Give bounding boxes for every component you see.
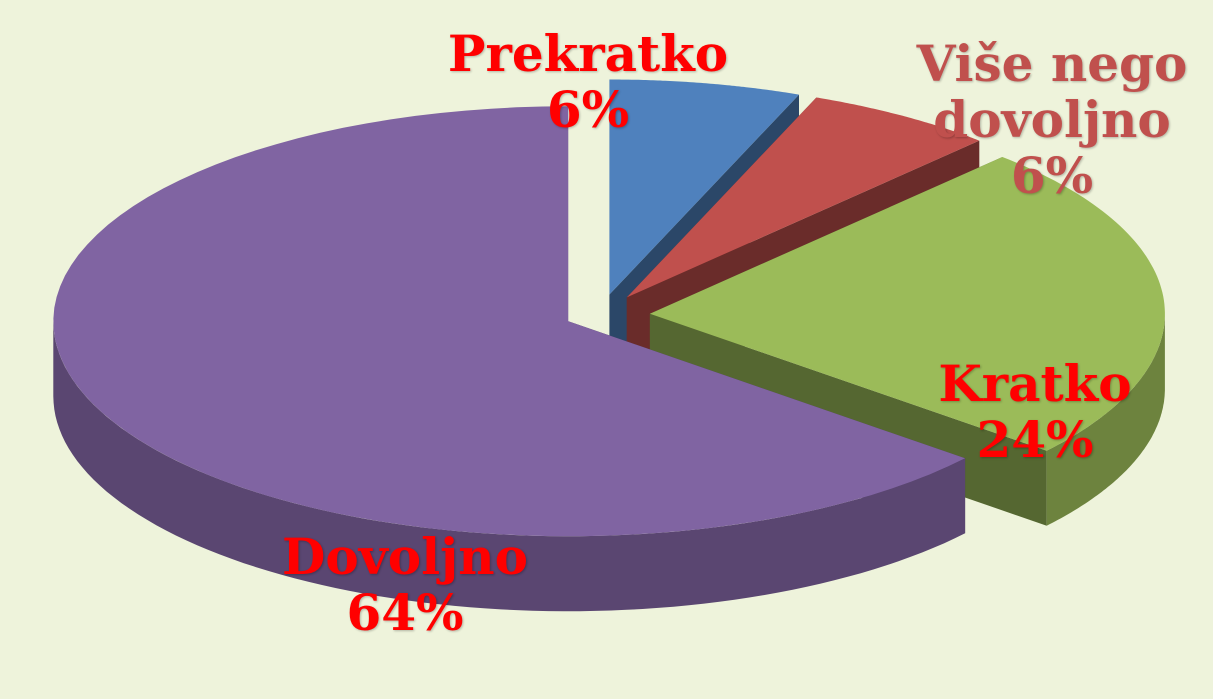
category-label: Dovoljno	[282, 527, 528, 586]
value-label: 6%	[546, 80, 630, 139]
category-label: Kratko	[938, 354, 1132, 413]
slice-wall	[53, 321, 966, 612]
data-label: Kratko 24%	[938, 356, 1131, 468]
slice	[53, 106, 966, 537]
value-label: 24%	[976, 410, 1094, 469]
slice	[649, 157, 1165, 451]
slice-wall	[1046, 313, 1165, 526]
slice	[609, 79, 799, 295]
data-label: Prekratko 6%	[448, 26, 728, 138]
data-label: Dovoljno 64%	[282, 529, 528, 641]
slice	[626, 97, 980, 298]
data-label: Više nego dovoljno 6%	[897, 36, 1207, 204]
value-label: 6%	[1010, 146, 1094, 205]
category-label: Prekratko	[447, 24, 729, 83]
value-label: 64%	[346, 583, 464, 642]
category-label: Više nego dovoljno	[916, 34, 1188, 149]
